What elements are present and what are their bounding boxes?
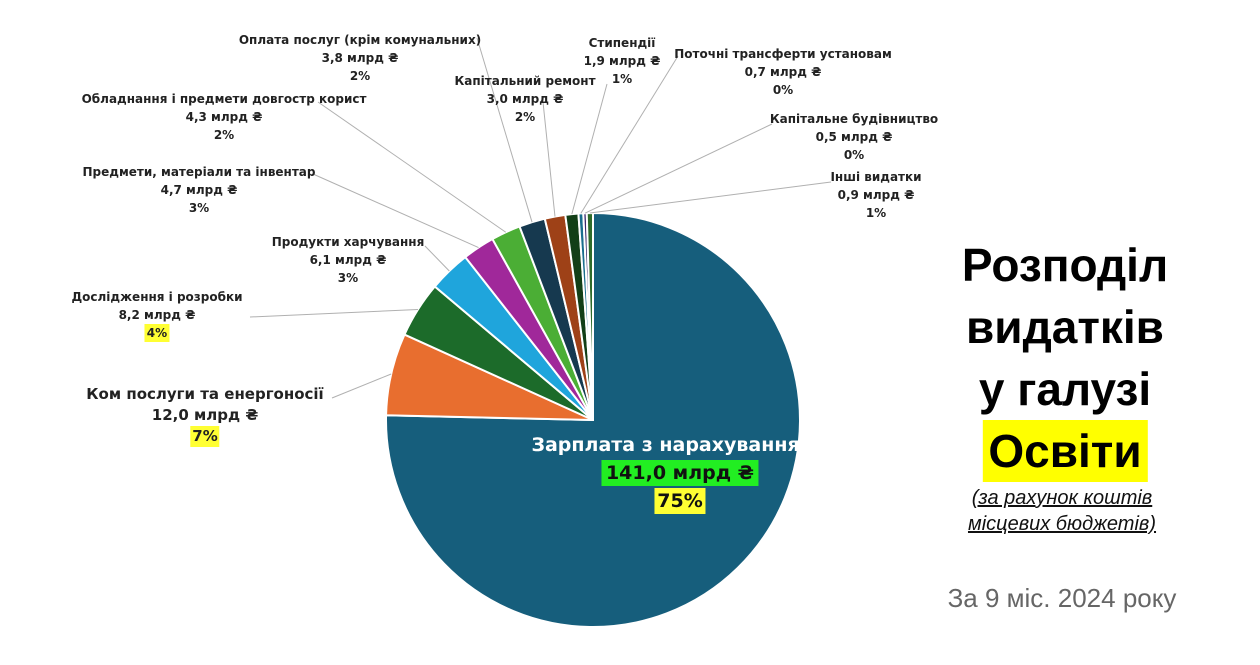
slice-label-equipment-value: 4,3 млрд ₴ [185,110,263,124]
slice-label-materials: Предмети, матеріали та інвентар 4,7 млрд… [83,163,316,217]
leader-line-8 [571,83,608,215]
leader-line-2 [249,308,419,318]
slice-label-salary-percent: 75% [654,488,706,514]
slice-label-capital-repair-percent: 2% [514,110,536,124]
slice-label-capital-construction: Капітальне будівництво 0,5 млрд ₴ 0% [770,110,938,164]
chart-subtitle-line-2: місцевих бюджетів) [967,513,1157,535]
slice-label-capital-construction-name: Капітальне будівництво [769,112,939,126]
slice-label-other-name: Інші видатки [830,170,922,184]
slice-label-capital-construction-value: 0,5 млрд ₴ [815,130,893,144]
slice-label-research-value: 8,2 млрд ₴ [118,308,196,322]
slice-label-transfers-percent: 0% [772,83,794,97]
leader-line-6 [476,37,533,223]
slice-label-salary: Зарплата з нарахуваннями 141,0 млрд ₴ 75… [531,432,829,514]
chart-title-line-2: видатків [966,301,1164,353]
chart-title-line-3: у галузі [978,363,1152,415]
chart-title-line-4: Освіти [982,420,1148,482]
leader-line-4 [312,173,479,248]
slice-label-utilities-percent: 7% [190,426,220,447]
chart-title: Розподіл видатків у галузі Освіти [962,234,1168,482]
slice-label-capital-repair-value: 3,0 млрд ₴ [486,92,564,106]
chart-subtitle: (за рахунок коштів місцевих бюджетів) [968,485,1156,537]
slice-label-research-name: Дослідження і розробки [71,290,243,304]
chart-title-text: Розподіл видатків у галузі Освіти [962,234,1168,482]
slice-label-salary-name: Зарплата з нарахуваннями [531,434,829,456]
slice-label-salary-value: 141,0 млрд ₴ [601,460,759,486]
slice-label-scholarships-name: Стипендії [588,36,656,50]
leader-line-7 [542,101,556,217]
slice-label-research-percent: 4% [144,324,170,342]
slice-label-utilities: Ком послуги та енергоносії 12,0 млрд ₴ 7… [86,384,324,447]
slice-label-scholarships: Стипендії 1,9 млрд ₴ 1% [584,34,661,88]
slice-label-transfers: Поточні трансферти установам 0,7 млрд ₴ … [674,45,892,99]
slice-label-services-value: 3,8 млрд ₴ [321,51,399,65]
leader-line-9 [580,55,679,214]
leader-line-5 [317,101,507,233]
slice-label-transfers-value: 0,7 млрд ₴ [744,65,822,79]
slice-label-food-name: Продукти харчування [271,235,425,249]
slice-label-transfers-name: Поточні трансферти установам [674,47,892,61]
chart-subtitle-line-1: (за рахунок коштів [971,487,1153,509]
slice-label-food-percent: 3% [337,271,359,285]
slice-label-scholarships-value: 1,9 млрд ₴ [583,54,661,68]
leader-lines [249,37,832,399]
slice-label-equipment-percent: 2% [213,128,235,142]
slice-label-other-percent: 1% [865,206,887,220]
slice-label-utilities-value: 12,0 млрд ₴ [151,406,259,424]
slice-label-capital-repair-name: Капітальний ремонт [454,74,596,88]
slice-label-food: Продукти харчування 6,1 млрд ₴ 3% [272,233,425,287]
slice-label-services-percent: 2% [349,69,371,83]
slice-label-materials-name: Предмети, матеріали та інвентар [82,165,316,179]
leader-line-3 [424,245,450,272]
leader-line-11 [589,181,832,214]
leader-line-1 [331,373,392,399]
slice-label-other: Інші видатки 0,9 млрд ₴ 1% [830,168,921,222]
slice-label-food-value: 6,1 млрд ₴ [309,253,387,267]
slice-label-scholarships-percent: 1% [611,72,633,86]
slice-label-materials-value: 4,7 млрд ₴ [160,183,238,197]
slice-label-capital-construction-percent: 0% [843,148,865,162]
slice-label-materials-percent: 3% [188,201,210,215]
slice-label-research: Дослідження і розробки 8,2 млрд ₴ 4% [71,288,243,342]
slice-label-capital-repair: Капітальний ремонт 3,0 млрд ₴ 2% [454,72,595,126]
chart-period: За 9 міс. 2024 року [947,583,1177,613]
chart-title-line-1: Розподіл [961,239,1169,291]
leader-line-10 [584,123,773,214]
slice-label-services: Оплата послуг (крім комунальних) 3,8 млр… [239,31,481,85]
slice-label-other-value: 0,9 млрд ₴ [837,188,915,202]
slice-label-equipment-name: Обладнання і предмети довгостр корист [81,92,367,106]
slice-label-equipment: Обладнання і предмети довгостр корист 4,… [82,90,367,144]
slice-label-services-name: Оплата послуг (крім комунальних) [238,33,482,47]
slice-label-utilities-name: Ком послуги та енергоносії [86,385,324,403]
pie-slices [385,211,801,628]
